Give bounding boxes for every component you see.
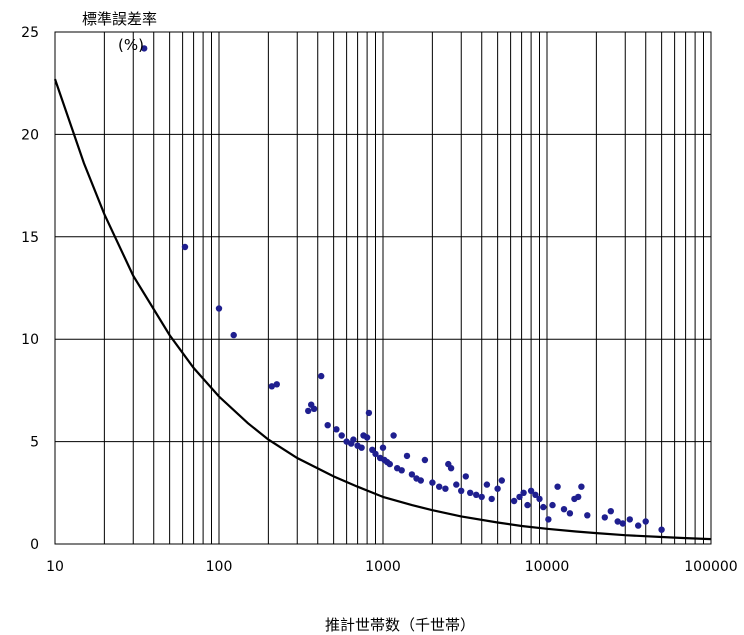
data-point xyxy=(215,305,223,312)
data-point xyxy=(403,452,411,460)
data-point xyxy=(536,495,543,503)
data-point xyxy=(607,508,614,515)
data-point xyxy=(478,493,485,501)
data-point xyxy=(333,426,340,433)
data-point xyxy=(230,331,237,339)
data-point xyxy=(524,501,531,509)
data-point xyxy=(386,460,393,468)
y-tick-label: 15 xyxy=(21,230,39,246)
data-point xyxy=(358,444,365,451)
data-point xyxy=(350,436,357,443)
data-point xyxy=(390,432,397,439)
data-point xyxy=(494,485,501,492)
y-tick-label: 5 xyxy=(30,435,39,451)
data-point xyxy=(453,481,460,488)
data-point xyxy=(626,516,633,523)
data-point xyxy=(379,444,387,451)
data-point xyxy=(635,522,642,529)
data-point xyxy=(532,491,539,498)
data-point xyxy=(516,493,523,501)
data-point xyxy=(408,471,416,478)
data-point xyxy=(338,432,345,439)
data-point xyxy=(658,526,665,533)
data-point xyxy=(575,493,582,501)
x-tick-label: 1000 xyxy=(365,559,401,575)
data-point xyxy=(540,503,547,511)
data-point xyxy=(442,485,449,492)
data-point xyxy=(324,422,331,429)
data-point xyxy=(181,243,189,251)
y-tick-label: 25 xyxy=(21,25,39,41)
data-point xyxy=(363,434,371,441)
data-point xyxy=(510,497,518,505)
x-axis-label: 推計世帯数（千世帯） xyxy=(325,616,475,634)
data-point xyxy=(447,465,455,472)
data-point xyxy=(372,450,379,458)
x-tick-label: 100 xyxy=(206,559,233,575)
x-tick-label: 10000 xyxy=(525,559,570,575)
data-point xyxy=(584,512,591,519)
data-point xyxy=(141,45,148,52)
data-point xyxy=(473,491,480,498)
data-point xyxy=(268,383,275,390)
data-point xyxy=(273,381,280,388)
y-tick-label: 20 xyxy=(21,127,39,143)
data-point xyxy=(417,477,424,484)
data-point xyxy=(365,409,373,417)
y-tick-label: 10 xyxy=(21,332,39,348)
x-tick-label: 10 xyxy=(46,559,64,575)
data-point xyxy=(642,518,649,525)
data-point xyxy=(310,405,318,412)
data-point xyxy=(318,372,325,380)
data-point xyxy=(421,456,429,464)
data-point xyxy=(488,495,495,503)
data-point xyxy=(436,483,443,490)
data-point xyxy=(619,520,626,527)
fit-curve xyxy=(53,78,712,541)
x-tick-labels: 10 100 1000 10000 100000 xyxy=(46,559,738,575)
points-layer xyxy=(141,45,665,533)
curve-layer xyxy=(53,78,712,541)
y-axis-label: 標準誤差率 xyxy=(82,10,157,28)
plot-frame xyxy=(54,31,712,545)
data-point xyxy=(458,487,465,494)
data-point xyxy=(462,473,469,480)
data-point xyxy=(483,481,491,488)
data-point xyxy=(498,477,505,484)
y-tick-labels: 0 5 10 15 20 25 xyxy=(21,25,39,553)
data-point xyxy=(467,489,474,496)
data-point xyxy=(429,479,436,486)
y-tick-label: 0 xyxy=(30,537,39,553)
data-point xyxy=(601,514,608,521)
data-point xyxy=(560,506,568,513)
data-point xyxy=(545,516,552,523)
data-point xyxy=(527,487,535,494)
data-point xyxy=(305,407,312,415)
data-point xyxy=(520,489,527,496)
data-point xyxy=(398,467,405,474)
data-point xyxy=(566,510,574,517)
data-point xyxy=(578,483,585,490)
y-axis-unit: (%) xyxy=(118,36,144,54)
data-point xyxy=(554,483,561,490)
x-tick-label: 100000 xyxy=(684,559,737,575)
data-point xyxy=(549,501,556,509)
data-point xyxy=(614,518,621,525)
